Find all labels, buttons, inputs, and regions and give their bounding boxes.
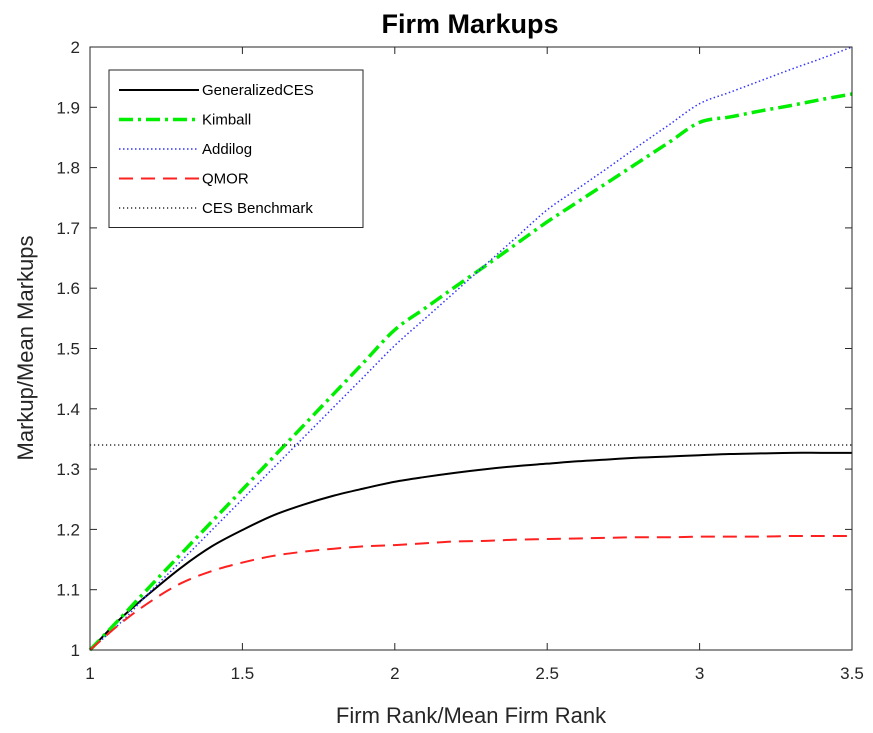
- legend-label: QMOR: [202, 171, 249, 188]
- legend-label: Addilog: [202, 141, 252, 158]
- y-tick-label: 1.9: [56, 98, 80, 117]
- y-tick-label: 1: [71, 641, 80, 660]
- legend: GeneralizedCES Kimball Addilog QMOR CES Benc…: [108, 69, 364, 228]
- y-tick-label: 1.8: [56, 159, 80, 178]
- legend-label: GeneralizedCES: [202, 82, 314, 99]
- y-tick-label: 1.7: [56, 219, 80, 238]
- y-tick-label: 1.6: [56, 279, 80, 298]
- x-tick-label: 3.5: [840, 664, 864, 683]
- x-tick-label: 2.5: [535, 664, 559, 683]
- y-axis-label: Markup/Mean Markups: [13, 236, 38, 461]
- x-tick-label: 1: [85, 664, 94, 683]
- x-tick-label: 2: [390, 664, 399, 683]
- y-tick-label: 2: [71, 38, 80, 57]
- axes-layer: 1 1.5 2 2.5 3 3.5 1 1.1 1.2 1.3 1.4 1.5 1.6 1.7 1.8 1.9…: [56, 38, 863, 683]
- y-tick-label: 1.3: [56, 460, 80, 479]
- x-axis-label: Firm Rank/Mean Firm Rank: [336, 703, 607, 728]
- chart-title: Firm Markups: [381, 9, 558, 39]
- legend-label: CES Benchmark: [202, 200, 313, 217]
- series-line-addilog: [89, 46, 853, 651]
- series-line-kimball: [88, 92, 853, 652]
- y-tick-label: 1.1: [56, 581, 80, 600]
- x-tick-label: 1.5: [231, 664, 255, 683]
- y-tick-label: 1.5: [56, 340, 80, 359]
- y-tick-label: 1.4: [56, 400, 80, 419]
- series-line-generalizedces: [89, 451, 852, 651]
- series-layer: [88, 46, 853, 652]
- y-tick-label: 1.2: [56, 520, 80, 539]
- x-tick-label: 3: [695, 664, 704, 683]
- series-line-qmor: [89, 534, 852, 651]
- legend-label: Kimball: [202, 112, 251, 129]
